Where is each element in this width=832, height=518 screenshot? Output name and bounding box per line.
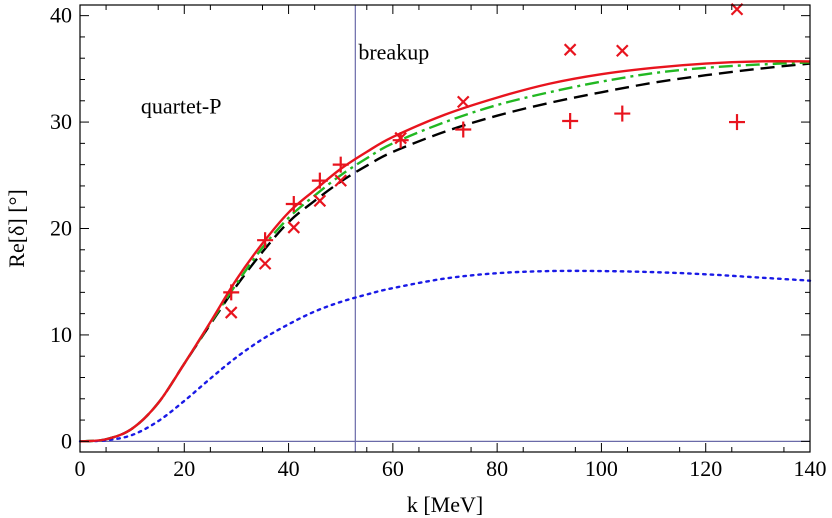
plus-marker — [729, 114, 745, 131]
x-tick-label: 40 — [278, 456, 300, 481]
cross-marker — [456, 95, 470, 109]
series-line-dotted — [78, 269, 812, 443]
series-line-dash-dot — [79, 61, 811, 443]
x-tick-label: 140 — [794, 456, 827, 481]
plot-frame — [79, 4, 811, 453]
x-tick-label: 0 — [75, 456, 86, 481]
cross-marker — [616, 44, 629, 58]
plus-marker — [392, 132, 409, 149]
plus-marker — [223, 284, 240, 301]
annotation-quartet-p: quartet-P — [141, 93, 222, 118]
annotation-breakup: breakup — [358, 40, 429, 65]
x-tick-label: 20 — [173, 456, 195, 481]
y-tick-label: 40 — [50, 3, 72, 28]
cross-marker — [313, 194, 327, 208]
plus-marker — [257, 232, 274, 249]
axis-ticks: 0 20 40 60 80 100 120 140 0 10 20 30 40 — [50, 3, 827, 481]
plus-marker — [614, 105, 631, 122]
x-tick-label: 100 — [585, 456, 618, 481]
cross-marker — [563, 43, 577, 56]
plus-marker — [562, 113, 579, 130]
plus-marker — [311, 172, 328, 189]
cross-marker — [287, 221, 301, 234]
series-line-dashed — [79, 62, 811, 443]
cross-marker — [258, 257, 272, 270]
plus-marker — [285, 196, 302, 213]
cross-marker — [334, 174, 347, 187]
x-tick-label: 80 — [486, 456, 508, 481]
x-tick-label: 60 — [382, 456, 404, 481]
y-tick-label: 0 — [61, 428, 72, 453]
plot-area — [80, 5, 810, 452]
x-axis-title: k [MeV] — [407, 492, 483, 517]
y-axis-title: Re[δ] [°] — [4, 189, 29, 267]
cross-marker — [394, 131, 407, 145]
y-tick-label: 10 — [50, 322, 72, 347]
x-tick-label: 120 — [689, 456, 722, 481]
plus-marker — [455, 121, 472, 138]
cross-marker — [224, 306, 238, 319]
y-tick-label: 20 — [50, 216, 72, 241]
marker-group — [223, 2, 745, 319]
plus-marker — [332, 156, 349, 173]
y-tick-label: 30 — [50, 109, 72, 134]
